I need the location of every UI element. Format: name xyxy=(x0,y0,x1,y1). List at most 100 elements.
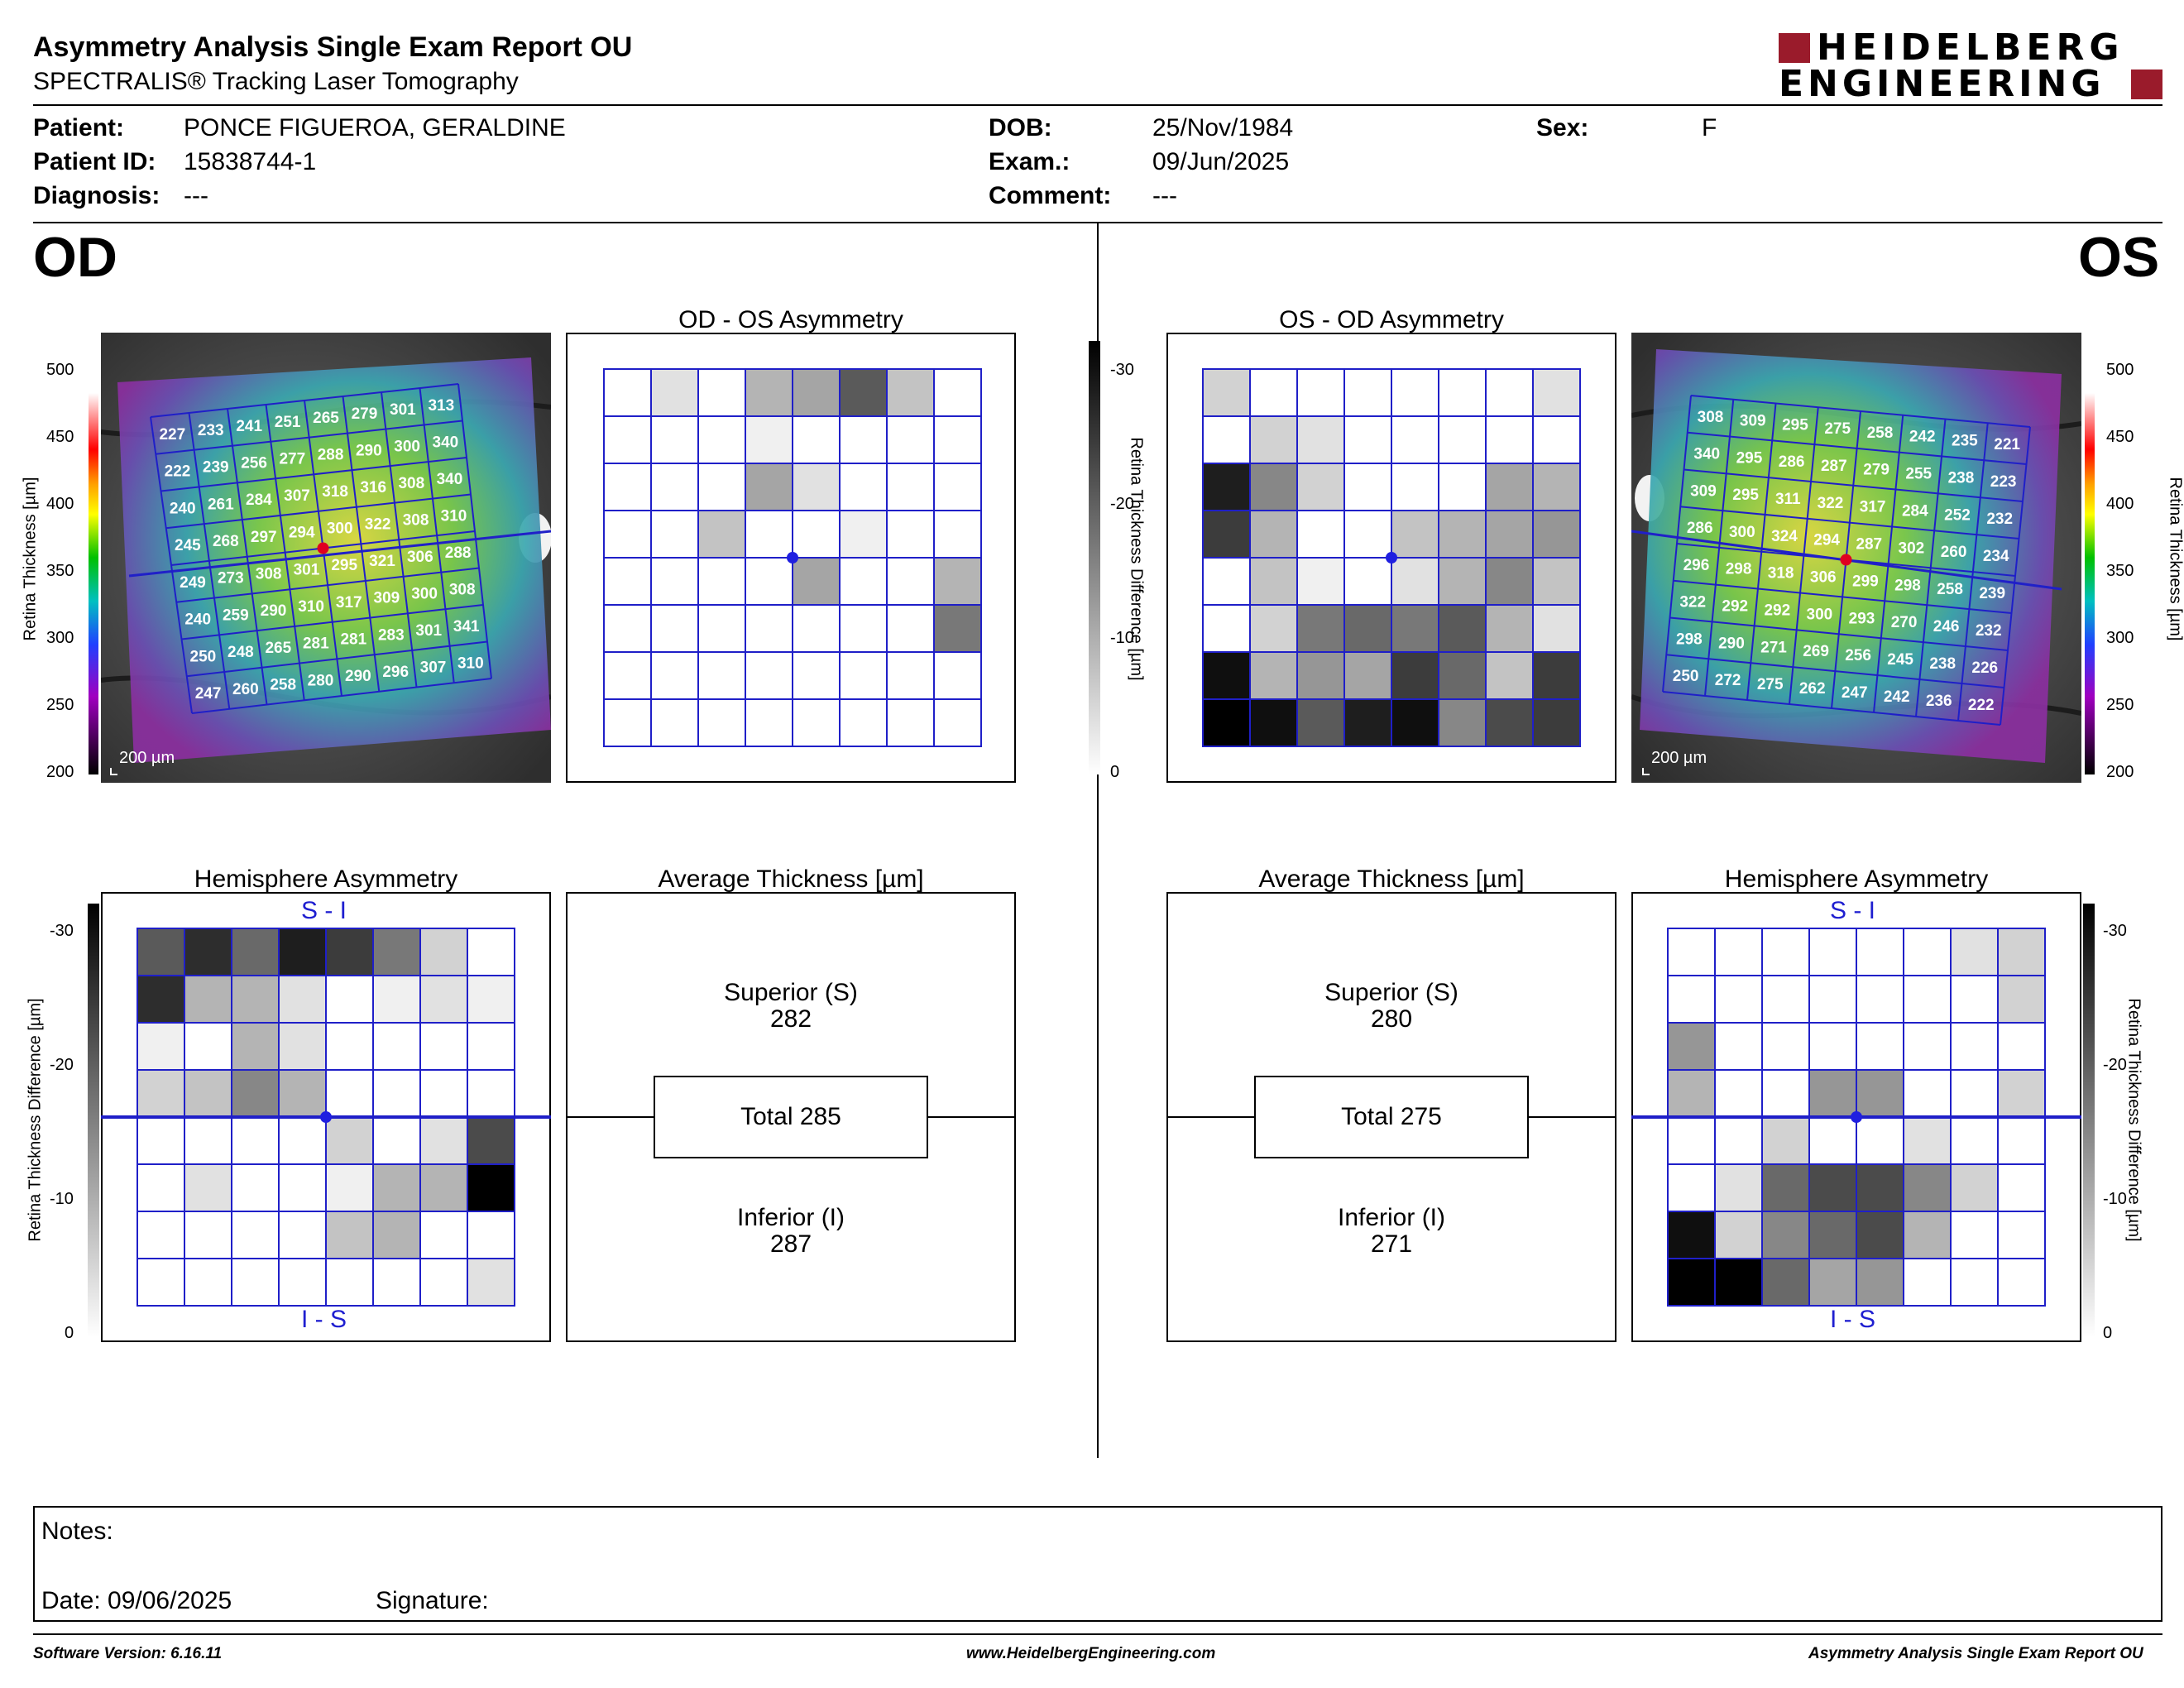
grid-cell xyxy=(792,463,841,511)
os-od-asymmetry-panel xyxy=(1166,333,1616,783)
grid-cell xyxy=(372,1069,421,1118)
grid-cell xyxy=(1485,368,1534,417)
grid-cell xyxy=(1856,975,1904,1024)
grid-cell xyxy=(1249,368,1298,417)
od-total-box: Total 285 xyxy=(654,1076,928,1158)
grid-cell xyxy=(184,1022,232,1071)
grid-cell xyxy=(1296,463,1345,511)
grid-cell xyxy=(1249,463,1298,511)
thickness-value: 317 xyxy=(1860,499,1886,516)
grid-line xyxy=(457,383,492,679)
grid-cell xyxy=(184,1116,232,1165)
grid-cell xyxy=(1856,1258,1904,1307)
grid-cell xyxy=(1391,463,1439,511)
grid-cell xyxy=(792,698,841,747)
thickness-value: 236 xyxy=(1926,693,1952,710)
grid-cell xyxy=(372,975,421,1024)
grid-cell xyxy=(136,1258,185,1307)
grid-cell xyxy=(325,1211,374,1259)
thickness-value: 298 xyxy=(1676,631,1703,648)
grid-cell xyxy=(1997,1116,2046,1165)
grid-cell xyxy=(1950,1069,1999,1118)
thickness-value: 318 xyxy=(1768,565,1794,583)
grid-cell xyxy=(325,1069,374,1118)
thickness-value: 313 xyxy=(428,397,454,415)
os-scalebar: 200 µm xyxy=(1651,749,1707,767)
thickness-value: 275 xyxy=(1824,420,1851,438)
thickness-value: 298 xyxy=(1894,577,1921,594)
grid-cell xyxy=(372,928,421,976)
grid-line xyxy=(342,396,381,692)
grid-cell xyxy=(278,928,327,976)
grid-cell xyxy=(839,604,888,653)
diff-tick: -20 xyxy=(2103,1056,2127,1074)
grid-cell xyxy=(1343,415,1392,464)
grid-cell xyxy=(325,1163,374,1212)
grid-cell xyxy=(1391,557,1439,606)
grid-cell xyxy=(1485,604,1534,653)
grid-cell xyxy=(603,651,652,700)
grid-cell xyxy=(1532,510,1581,559)
grid-cell xyxy=(1808,1116,1857,1165)
thickness-value: 287 xyxy=(1856,535,1882,553)
grid-cell xyxy=(1997,1258,2046,1307)
thickness-value: 262 xyxy=(1799,680,1826,698)
grid-cell xyxy=(1714,1163,1763,1212)
os-superior-value: 280 xyxy=(1370,1005,1413,1033)
fovea-marker xyxy=(787,552,798,563)
grid-cell xyxy=(1391,415,1439,464)
grid-line xyxy=(1673,579,2012,614)
os-thickness-tick: 200 xyxy=(2106,763,2134,781)
grid-cell xyxy=(278,1022,327,1071)
grid-cell xyxy=(372,1163,421,1212)
grid-cell xyxy=(1761,975,1810,1024)
os-thickness-colorbar xyxy=(2085,341,2095,774)
thickness-value: 290 xyxy=(1718,635,1745,652)
grid-cell xyxy=(1438,557,1487,606)
grid-cell xyxy=(1485,510,1534,559)
sex-value: F xyxy=(1702,114,1717,141)
grid-cell xyxy=(325,928,374,976)
grid-cell xyxy=(792,557,841,606)
grid-cell xyxy=(1391,510,1439,559)
grid-cell xyxy=(839,415,888,464)
grid-cell xyxy=(886,651,935,700)
thickness-value: 260 xyxy=(1941,544,1967,561)
grid-cell xyxy=(231,1258,280,1307)
thickness-value: 307 xyxy=(284,487,310,505)
grid-cell xyxy=(650,510,699,559)
heidelberg-logo: HEIDELBERG ENGINEERING xyxy=(1779,28,2162,104)
grid-cell xyxy=(1532,698,1581,747)
grid-cell xyxy=(1249,557,1298,606)
diff-tick: -20 xyxy=(50,1056,74,1074)
exam-label: Exam.: xyxy=(989,148,1070,175)
grid-cell xyxy=(1485,557,1534,606)
thickness-value: 284 xyxy=(246,492,272,509)
grid-line xyxy=(176,567,480,603)
grid-line xyxy=(381,391,418,688)
grid-cell xyxy=(886,557,935,606)
thickness-value: 321 xyxy=(369,553,395,570)
grid-cell xyxy=(1343,510,1392,559)
grid-cell xyxy=(325,975,374,1024)
grid-cell xyxy=(745,510,793,559)
grid-cell xyxy=(603,557,652,606)
website-link[interactable]: www.HeidelbergEngineering.com xyxy=(966,1645,1216,1662)
grid-cell xyxy=(325,1022,374,1071)
grid-cell xyxy=(1950,975,1999,1024)
thickness-value: 252 xyxy=(1944,506,1971,524)
report-subtitle: SPECTRALIS® Tracking Laser Tomography xyxy=(33,68,519,95)
fovea-marker xyxy=(1851,1111,1862,1123)
od-difference-axis-label: Retina Thickness Difference [µm] xyxy=(26,998,45,1242)
grid-cell xyxy=(278,1258,327,1307)
grid-cell xyxy=(1714,975,1763,1024)
grid-cell xyxy=(933,415,982,464)
grid-cell xyxy=(467,1258,515,1307)
thickness-value: 232 xyxy=(1986,511,2013,528)
thickness-value: 272 xyxy=(1715,672,1741,689)
os-average-thickness-panel: Superior (S) 280 Total 275 Inferior (I) … xyxy=(1166,892,1616,1342)
grid-cell xyxy=(1714,1022,1763,1071)
grid-cell xyxy=(1667,1163,1716,1212)
od-difference-colorbar xyxy=(88,904,99,1337)
grid-cell xyxy=(1997,1022,2046,1071)
